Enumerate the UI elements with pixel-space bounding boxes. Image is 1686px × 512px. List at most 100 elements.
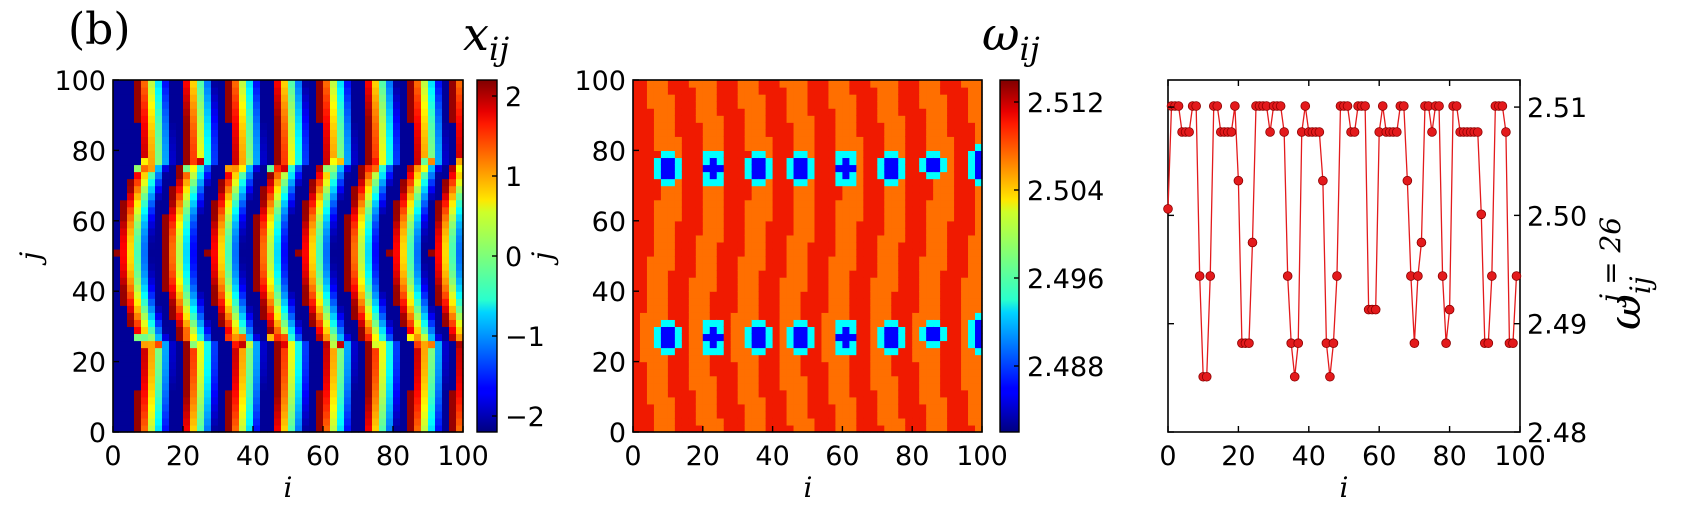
heatmap-omega-cell	[758, 333, 767, 342]
heatmap-x-cell	[358, 129, 366, 137]
heatmap-x-cell	[330, 305, 338, 313]
heatmap-x-cell	[120, 284, 128, 292]
heatmap-x-cell	[344, 305, 352, 313]
heatmap-omega-cell	[660, 340, 669, 349]
heatmap-omega-cell	[709, 94, 718, 102]
heatmap-x-cell	[358, 171, 366, 180]
heatmap-x-cell	[393, 157, 401, 166]
heatmap-omega-cell	[947, 185, 955, 194]
heatmap-x-cell	[225, 143, 233, 151]
heatmap-omega-cell	[646, 227, 655, 236]
heatmap-omega-cell	[856, 171, 864, 180]
heatmap-x-cell	[197, 291, 205, 299]
heatmap-x-cell	[225, 368, 233, 377]
heatmap-x-cell	[428, 199, 436, 208]
heatmap-x-cell	[365, 178, 373, 187]
heatmap-x-cell	[309, 298, 317, 306]
heatmap-x-cell	[225, 192, 233, 201]
heatmap-x-cell	[407, 94, 415, 102]
heatmap-x-cell	[246, 298, 254, 306]
heatmap-x-cell	[148, 333, 156, 342]
heatmap-x-cell	[253, 298, 261, 306]
heatmap-x-cell	[197, 220, 205, 229]
heatmap-omega-cell	[744, 368, 753, 377]
heatmap-x-cell	[337, 312, 345, 320]
heatmap-omega-cell	[674, 298, 683, 306]
heatmap-x-cell	[225, 220, 233, 229]
heatmap-x-cell	[358, 157, 366, 166]
heatmap-omega-cell	[863, 241, 871, 250]
heatmap-x-cell	[400, 227, 408, 236]
heatmap-omega-cell	[877, 284, 885, 292]
heatmap-x-cell	[162, 354, 170, 363]
heatmap-x-cell	[372, 312, 380, 320]
heatmap-omega-cell	[891, 171, 899, 180]
heatmap-x-cell	[127, 396, 135, 405]
heatmap-x-cell	[169, 206, 177, 215]
heatmap-x-cell	[365, 263, 373, 271]
heatmap-x-cell	[302, 157, 310, 166]
heatmap-omega-cell	[667, 241, 676, 250]
heatmap-omega-cell	[709, 312, 718, 320]
heatmap-x-cell	[267, 361, 275, 370]
heatmap-x-cell	[127, 340, 135, 349]
heatmap-x-cell	[162, 389, 170, 398]
heatmap-x-cell	[127, 361, 135, 370]
heatmap-omega-cell	[681, 333, 690, 342]
heatmap-x-cell	[211, 298, 219, 306]
heatmap-omega-cell	[779, 375, 788, 384]
heatmap-x-cell	[435, 410, 443, 419]
heatmap-x-cell	[190, 185, 198, 194]
heatmap-omega-cell	[870, 368, 878, 377]
heatmap-x-cell	[141, 347, 149, 356]
heatmap-omega-cell	[765, 312, 774, 320]
heatmap-x-cell	[162, 136, 170, 144]
heatmap-x-cell	[337, 164, 345, 173]
heatmap-x-cell	[435, 129, 443, 137]
heatmap-omega-cell	[639, 424, 648, 433]
heatmap-x-cell	[400, 312, 408, 320]
heatmap-omega-cell	[772, 248, 781, 257]
heatmap-x-cell	[267, 234, 275, 243]
heatmap-x-cell	[323, 375, 331, 384]
heatmap-x-cell	[421, 319, 429, 327]
heatmap-x-cell	[127, 277, 135, 285]
heatmap-x-cell	[351, 333, 359, 342]
heatmap-x-cell	[113, 115, 121, 123]
heatmap-x-cell	[113, 150, 121, 159]
heatmap-x-cell	[393, 333, 401, 342]
colorbar-x-tick-label: 0	[505, 242, 522, 273]
heatmap-x-cell	[386, 312, 394, 320]
heatmap-omega-cell	[646, 171, 655, 180]
heatmap-x-cell	[162, 143, 170, 151]
heatmap-x-cell	[162, 284, 170, 292]
heatmap-x-cell	[449, 417, 457, 426]
heatmap-x-cell	[183, 270, 191, 278]
heatmap-x-cell	[169, 312, 177, 320]
heatmap-x-cell	[197, 256, 205, 264]
heatmap-omega-cell	[954, 333, 962, 342]
heatmap-omega-cell	[702, 354, 711, 363]
colorbar-x-tick-label: −2	[505, 402, 545, 433]
heatmap-x-cell	[358, 256, 366, 264]
heatmap-omega-cell	[688, 326, 697, 335]
heatmap-x-cell	[386, 157, 394, 166]
heatmap-omega-cell	[779, 284, 788, 292]
heatmap-omega-cell	[674, 340, 683, 349]
heatmap-omega-cell	[898, 80, 906, 88]
heatmap-omega-cell	[933, 389, 941, 398]
heatmap-x-cell	[239, 220, 247, 229]
heatmap-omega-cell	[716, 368, 725, 377]
heatmap-omega-cell	[758, 94, 767, 102]
heatmap-omega-cell	[849, 333, 857, 342]
heatmap-x-cell	[253, 150, 261, 159]
heatmap-x-cell	[456, 340, 464, 349]
heatmap-x-cell	[435, 298, 443, 306]
heatmap-x-cell	[316, 185, 324, 194]
heatmap-omega-cell	[863, 157, 871, 166]
heatmap-omega-cell	[898, 108, 906, 116]
heatmap-x-cell	[435, 171, 443, 180]
heatmap-omega-cell	[863, 108, 871, 116]
heatmap-x-cell	[295, 101, 303, 109]
heatmap-x-cell	[232, 213, 240, 222]
